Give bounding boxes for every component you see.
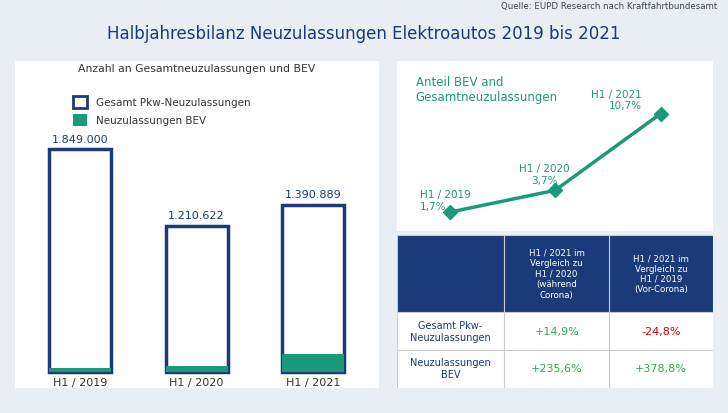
Bar — [50, 368, 111, 372]
Text: +14,9%: +14,9% — [534, 326, 579, 336]
Text: Neuzulassungen
BEV: Neuzulassungen BEV — [410, 358, 491, 379]
Text: H1 / 2019: H1 / 2019 — [53, 377, 107, 387]
Bar — [282, 354, 344, 372]
Bar — [73, 97, 87, 109]
Text: 31.059: 31.059 — [62, 356, 98, 366]
Text: Anzahl an Gesamtneuzulassungen und BEV: Anzahl an Gesamtneuzulassungen und BEV — [78, 64, 315, 74]
Bar — [282, 205, 344, 372]
Bar — [166, 227, 227, 372]
Text: H1 / 2021: H1 / 2021 — [286, 377, 340, 387]
Text: H1 / 2020
3,7%: H1 / 2020 3,7% — [519, 164, 570, 185]
Text: 1.390.889: 1.390.889 — [285, 189, 341, 199]
Text: 148.716: 148.716 — [291, 342, 335, 351]
Text: +378,8%: +378,8% — [636, 363, 687, 373]
Bar — [166, 367, 227, 372]
Text: H1 / 2021 im
Vergleich zu
H1 / 2019
(Vor-Corona): H1 / 2021 im Vergleich zu H1 / 2019 (Vor… — [633, 254, 689, 294]
Text: 44.307: 44.307 — [178, 354, 215, 364]
Text: H1 / 2020: H1 / 2020 — [170, 377, 223, 387]
Bar — [397, 235, 713, 312]
Text: Anteil BEV and
Gesamtneuzulassungen: Anteil BEV and Gesamtneuzulassungen — [416, 76, 558, 104]
Text: H1 / 2019
1,7%: H1 / 2019 1,7% — [420, 190, 471, 211]
Text: -24,8%: -24,8% — [641, 326, 681, 336]
Text: 1.210.622: 1.210.622 — [168, 211, 225, 221]
Text: Halbjahresbilanz Neuzulassungen Elektroautos 2019 bis 2021: Halbjahresbilanz Neuzulassungen Elektroa… — [107, 25, 621, 43]
Text: +235,6%: +235,6% — [531, 363, 582, 373]
Bar — [50, 150, 111, 372]
Text: H1 / 2021
10,7%: H1 / 2021 10,7% — [591, 89, 641, 111]
Text: Neuzulassungen BEV: Neuzulassungen BEV — [96, 116, 206, 126]
Text: 1.849.000: 1.849.000 — [52, 134, 108, 144]
Text: Quelle: EUPD Research nach Kraftfahrtbundesamt: Quelle: EUPD Research nach Kraftfahrtbun… — [501, 2, 717, 11]
Bar — [73, 114, 87, 127]
Text: Gesamt Pkw-
Neuzulassungen: Gesamt Pkw- Neuzulassungen — [410, 320, 491, 342]
Text: H1 / 2021 im
Vergleich zu
H1 / 2020
(während
Corona): H1 / 2021 im Vergleich zu H1 / 2020 (wäh… — [529, 248, 585, 299]
Text: Gesamt Pkw-Neuzulassungen: Gesamt Pkw-Neuzulassungen — [96, 98, 250, 108]
